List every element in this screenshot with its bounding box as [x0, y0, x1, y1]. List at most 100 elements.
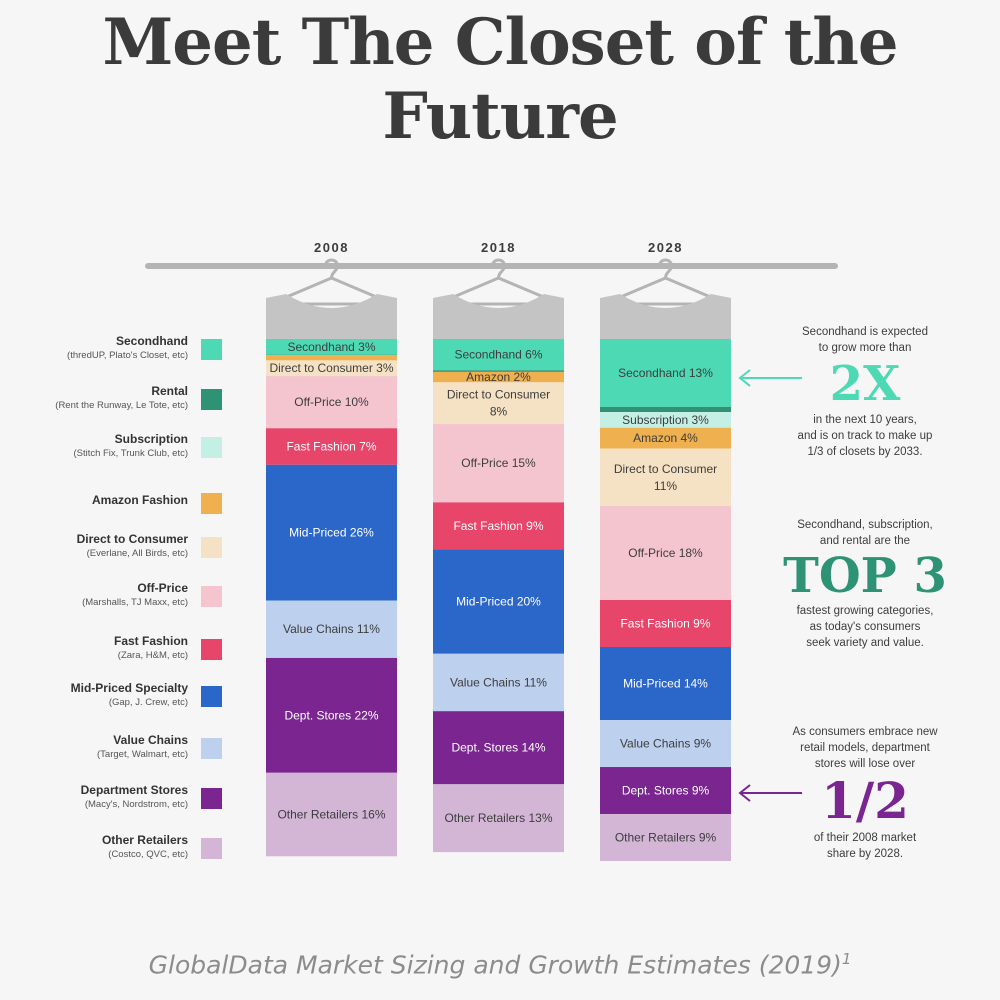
segment-label: Off-Price 10%: [294, 395, 369, 409]
legend-name: Rental: [151, 384, 188, 398]
hanger-frame: [435, 276, 562, 306]
legend-swatch: [201, 586, 222, 607]
bar-segment-department-stores: [266, 657, 397, 773]
source-text: GlobalData Market Sizing and Growth Esti…: [148, 950, 842, 980]
annotation-text: as today's consumers: [809, 621, 921, 633]
bar-segment-value-chains: [600, 720, 731, 768]
annotation-highlight: 1/2: [821, 771, 909, 830]
bar-segment-off-price: [266, 376, 397, 429]
annotation-text: share by 2028.: [826, 848, 904, 860]
legend-swatch: [201, 639, 222, 660]
annotation-text: of their 2008 market: [813, 832, 917, 844]
annotation-text: and is on track to make up: [797, 430, 933, 442]
bar-segment-other-retailers: [433, 784, 564, 853]
hanger-frame: [268, 276, 395, 306]
page-title: Meet The Closet of the Future: [0, 6, 1000, 154]
segment-label: Other Retailers 9%: [615, 831, 717, 845]
segment-label: Dept. Stores 22%: [284, 708, 378, 722]
legend-entry: Value Chains (Target, Walmart, etc): [20, 733, 188, 761]
legend-entry: Other Retailers (Costco, QVC, etc): [20, 833, 188, 861]
legend-swatch: [201, 838, 222, 859]
legend-name: Amazon Fashion: [91, 493, 188, 507]
segment-label: Dept. Stores 9%: [622, 784, 710, 798]
legend-entry: Amazon Fashion: [20, 493, 188, 508]
bar-segment-direct-to-consumer: [433, 382, 564, 425]
annotation-text: 1/3 of closets by 2033.: [807, 446, 923, 458]
legend-entry: Secondhand (thredUP, Plato's Closet, etc): [20, 334, 188, 362]
segment-label: Secondhand 3%: [287, 340, 375, 354]
bar-segment-mid-priced-specialty: [266, 464, 397, 601]
garment-2028: Secondhand 13% Subscription 3% Amazon 4% Di…: [600, 258, 731, 861]
segment-label: Other Retailers 13%: [444, 811, 552, 825]
legend-swatch: [201, 788, 222, 809]
segment-label: Secondhand 13%: [618, 366, 713, 380]
segment-label: Other Retailers 16%: [277, 808, 385, 822]
segment-label: Fast Fashion 9%: [620, 616, 710, 630]
annotation-text: stores will lose over: [814, 758, 916, 770]
legend-sub: (Zara, H&M, etc): [117, 650, 188, 661]
year-label: 2018: [481, 240, 516, 255]
legend-swatch: [201, 389, 222, 410]
legend-entry: Off-Price (Marshalls, TJ Maxx, etc): [20, 581, 188, 609]
garment-top: [266, 294, 397, 339]
segment-label: Direct to Consumer 8%: [447, 388, 550, 419]
legend-entry: Direct to Consumer (Everlane, All Birds, …: [20, 532, 188, 560]
bar-segment-direct-to-consumer: [266, 360, 397, 377]
bar-segment-secondhand: [266, 339, 397, 355]
legend-entry: Mid-Priced Specialty (Gap, J. Crew, etc): [20, 681, 188, 709]
bar-segment-direct-to-consumer: [600, 448, 731, 507]
hanger-hook: [658, 258, 674, 280]
segment-label: Value Chains 11%: [450, 675, 547, 689]
annotation-text: As consumers embrace new: [792, 726, 938, 738]
title-line-1: Meet The Closet of the: [102, 5, 898, 80]
legend-sub: (Macy's, Nordstrom, etc): [84, 799, 188, 810]
bar-segment-rental: [266, 354, 397, 356]
year-label: 2028: [648, 240, 683, 255]
annotation-block: Secondhand, subscription, and rental are …: [760, 517, 970, 651]
legend-sub: (Target, Walmart, etc): [97, 749, 188, 760]
annotation-text: Secondhand, subscription,: [797, 519, 933, 531]
legend-entry: Department Stores (Macy's, Nordstrom, etc…: [20, 783, 188, 811]
legend-swatch: [201, 437, 222, 458]
bar-segment-amazon-fashion: [600, 427, 731, 449]
segment-label: Mid-Priced 14%: [623, 677, 708, 691]
garment-top: [433, 294, 564, 339]
annotation-text: fastest growing categories,: [796, 605, 934, 617]
segment-label: Secondhand 6%: [454, 348, 542, 362]
legend-name: Department Stores: [80, 783, 188, 797]
annotation-text: in the next 10 years,: [813, 414, 917, 426]
bar-segment-fast-fashion: [600, 600, 731, 647]
bar-segment-fast-fashion: [266, 428, 397, 465]
legend-entry: Rental (Rent the Runway, Le Tote, etc): [20, 384, 188, 412]
segment-label: Direct to Consumer 11%: [614, 462, 717, 493]
legend-name: Off-Price: [137, 581, 188, 595]
bar-segment-rental: [433, 370, 564, 372]
bar-segment-secondhand: [433, 339, 564, 371]
source-footnote-marker: 1: [841, 950, 852, 968]
legend-swatch: [201, 493, 222, 514]
garments: Secondhand 3% Direct to Consumer 3% Off-Pr…: [266, 258, 731, 861]
segment-label: Fast Fashion 9%: [453, 519, 543, 533]
legend-sub: (Gap, J. Crew, etc): [108, 697, 188, 708]
bar-segment-mid-priced-specialty: [433, 549, 564, 654]
annotation-highlight: TOP 3: [783, 548, 947, 604]
bar-segment-off-price: [433, 424, 564, 503]
segment-label: Amazon 4%: [633, 431, 698, 445]
legend-swatch: [201, 339, 222, 360]
legend-name: Other Retailers: [101, 833, 188, 847]
hanger-frame: [602, 276, 729, 306]
annotation-text: retail models, department: [800, 742, 930, 754]
annotation-highlight: 2X: [829, 356, 901, 412]
segment-label: Value Chains 11%: [283, 622, 380, 636]
garment-2008: Secondhand 3% Direct to Consumer 3% Off-Pr…: [266, 258, 397, 857]
legend-name: Fast Fashion: [113, 634, 188, 648]
segment-label: Mid-Priced 26%: [289, 526, 374, 540]
bar-segment-fast-fashion: [433, 502, 564, 550]
segment-label: Fast Fashion 7%: [286, 440, 376, 454]
legend-name: Mid-Priced Specialty: [70, 681, 188, 695]
legend-sub: (Everlane, All Birds, etc): [86, 548, 188, 559]
legend-swatch: [201, 537, 222, 558]
legend-swatch: [201, 738, 222, 759]
bar-segment-other-retailers: [266, 772, 397, 857]
bar-segment-department-stores: [433, 711, 564, 785]
